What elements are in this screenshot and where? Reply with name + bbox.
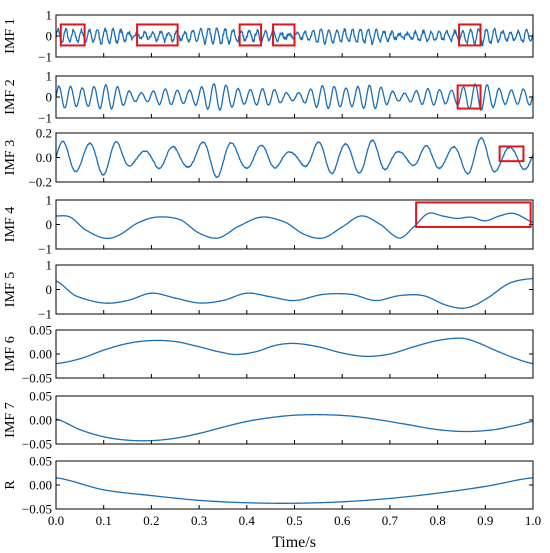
plot-frame (55, 460, 534, 510)
y-tick-label: −1 (38, 307, 52, 322)
y-axis-title: IMF 5 (3, 272, 18, 307)
panel-3: 0.2 0.0 −0.2 IMF 3 (3, 126, 534, 190)
series-line (56, 414, 533, 442)
plot-frame (55, 132, 534, 183)
series-line (56, 212, 533, 240)
y-tick-label: 1 (46, 258, 53, 273)
x-axis-title: Time/s (272, 534, 316, 551)
y-tick-label: −1 (38, 242, 52, 257)
y-axis-title: IMF 1 (3, 18, 18, 53)
x-tick-label: 0.6 (334, 513, 351, 528)
y-tick-label: −0.05 (22, 371, 52, 386)
y-tick-label: 0.05 (29, 389, 52, 404)
y-tick-label: 1 (46, 69, 53, 84)
y-tick-label: 0 (46, 29, 53, 44)
y-axis-title: IMF 2 (3, 79, 18, 114)
highlight-box (415, 201, 532, 228)
panel-2: 1 0 −1 IMF 2 (3, 69, 534, 126)
x-tick-label: 0.2 (143, 513, 159, 528)
y-tick-label: 1 (46, 8, 53, 23)
y-tick-label: 0.00 (29, 347, 52, 362)
panel-7: 0.05 0.00 −0.05 IMF 7 (3, 389, 534, 452)
y-tick-label: 0 (46, 217, 53, 232)
y-axis-title: IMF 6 (3, 336, 18, 371)
series-line (56, 83, 533, 111)
highlight-box (238, 23, 263, 47)
series-line (56, 137, 533, 179)
y-tick-label: 0.05 (29, 454, 52, 469)
y-axis-title: IMF 4 (3, 207, 18, 242)
series-line (56, 337, 533, 365)
highlight-box (59, 23, 86, 47)
y-tick-label: 0.00 (29, 413, 52, 428)
highlight-box (136, 23, 179, 47)
y-tick-label: 0 (46, 90, 53, 105)
y-tick-label: 0.2 (36, 126, 52, 141)
y-tick-label: 0 (46, 282, 53, 297)
series-line (56, 277, 533, 309)
plot-frame (55, 329, 534, 379)
panel-4: 1 0 −1 IMF 4 (3, 193, 534, 257)
x-tick-label: 0.8 (429, 513, 445, 528)
plot-frame (55, 199, 534, 250)
x-tick-label: 0.4 (239, 513, 256, 528)
y-tick-label: −0.05 (22, 437, 52, 452)
y-tick-label: −0.05 (22, 502, 52, 517)
plot-frame (55, 395, 534, 445)
panel-5: 1 0 −1 IMF 5 (3, 258, 534, 322)
plot-frame (55, 264, 534, 315)
x-tick-label: 0.5 (286, 513, 302, 528)
x-tick-label: 0.1 (96, 513, 112, 528)
y-axis-title: R (3, 480, 18, 490)
highlight-box (498, 145, 525, 163)
y-tick-label: 0.05 (29, 323, 52, 338)
panel-6: 0.05 0.00 −0.05 IMF 6 (3, 323, 534, 386)
y-tick-label: 0.0 (36, 150, 52, 165)
y-tick-label: −0.2 (28, 175, 52, 190)
x-tick-label: 1.0 (525, 513, 541, 528)
x-tick-label: 0.3 (191, 513, 207, 528)
x-tick-label: 0.7 (382, 513, 399, 528)
highlight-box (456, 84, 482, 110)
y-axis-title: IMF 7 (3, 402, 18, 437)
highlight-box (272, 23, 296, 47)
series-line (56, 477, 533, 504)
y-tick-label: −1 (38, 50, 52, 65)
y-tick-label: 1 (46, 193, 53, 208)
panel-8: 0.05 0.00 −0.05 R (3, 454, 534, 517)
panel-1: 1 0 −1 IMF 1 (3, 8, 534, 65)
plot-frame (55, 75, 534, 119)
y-tick-label: −1 (38, 111, 52, 126)
highlight-box (458, 23, 482, 47)
y-axis-title: IMF 3 (3, 140, 18, 175)
x-tick-label: 0.0 (48, 513, 64, 528)
x-tick-label: 0.9 (477, 513, 493, 528)
y-tick-label: 0.00 (29, 478, 52, 493)
